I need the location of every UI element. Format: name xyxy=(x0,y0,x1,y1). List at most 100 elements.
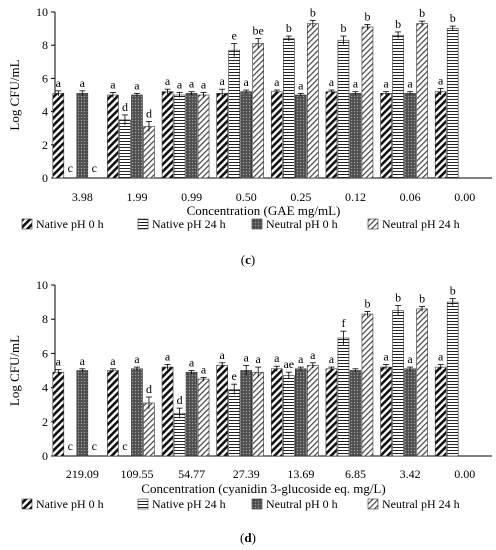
y-axis-label: Log CFU/mL xyxy=(7,59,22,130)
bar xyxy=(337,39,350,179)
y-tick-label: 8 xyxy=(42,312,48,326)
bar xyxy=(434,91,447,179)
bar xyxy=(380,93,392,179)
bar xyxy=(240,370,252,457)
legend-entry: Native pH 0 h xyxy=(36,217,104,231)
bar xyxy=(228,389,240,457)
bar xyxy=(446,301,459,457)
bar xyxy=(307,365,319,457)
bar xyxy=(228,49,240,179)
bar xyxy=(119,119,131,179)
x-tick-label: 0.00 xyxy=(454,467,475,481)
bar xyxy=(185,93,198,179)
bar xyxy=(361,313,374,457)
x-tick-label: 219.09 xyxy=(66,467,99,481)
bar xyxy=(325,368,338,457)
significance-letter: c xyxy=(92,439,97,453)
significance-letter: d xyxy=(146,107,152,121)
significance-letter: c xyxy=(68,161,73,175)
panel-label: (c) xyxy=(241,252,255,267)
significance-letter: b xyxy=(395,291,401,305)
significance-letter: a xyxy=(110,354,116,368)
significance-letter: a xyxy=(134,352,140,366)
x-axis-label: Concentration (cyanidin 3-glucoside eq. … xyxy=(141,481,385,496)
chart-panel-c: 0 2 4 6 8 10 Log CFU/mL 3.98 1.99 0.99 0.50 0.25 0.1… xyxy=(7,5,492,267)
x-tick-label: 1.99 xyxy=(126,190,147,204)
y-tick-label: 10 xyxy=(36,5,48,19)
significance-letter: a xyxy=(134,78,140,92)
bar xyxy=(295,94,307,179)
significance-letter: b xyxy=(364,9,370,23)
significance-letter: a xyxy=(56,355,62,369)
significance-letter: a xyxy=(438,350,444,364)
bar xyxy=(76,93,89,179)
significance-letter: a xyxy=(438,73,444,87)
significance-letter: a xyxy=(220,74,226,88)
bar xyxy=(252,371,264,457)
y-tick-label: 4 xyxy=(42,105,48,119)
significance-letter: a xyxy=(329,352,335,366)
significance-letter: a xyxy=(329,75,335,89)
legend-swatch xyxy=(367,218,379,230)
y-tick-label: 4 xyxy=(42,381,48,395)
x-tick-label: 0.00 xyxy=(454,190,475,204)
significance-letter: c xyxy=(68,439,73,453)
bar xyxy=(404,368,416,457)
bar xyxy=(392,310,404,457)
significance-letter: a xyxy=(201,78,207,92)
bar xyxy=(307,23,319,179)
significance-letter: b xyxy=(340,21,346,35)
y-tick-label: 6 xyxy=(42,346,48,360)
bar xyxy=(325,91,338,179)
legend-entry: Native pH 24 h xyxy=(152,497,226,511)
significance-letter: c xyxy=(92,161,97,175)
significance-letter: a xyxy=(220,348,226,362)
bar xyxy=(349,370,362,457)
bar xyxy=(216,93,228,179)
bar xyxy=(216,365,228,457)
significance-letter: a xyxy=(310,348,316,362)
significance-letter: b xyxy=(450,11,456,25)
bar xyxy=(283,375,295,457)
significance-letter: a xyxy=(189,77,195,91)
significance-letter: a xyxy=(110,78,116,92)
significance-letter: a xyxy=(298,352,304,366)
bar xyxy=(107,370,119,457)
y-tick-label: 2 xyxy=(42,138,48,152)
bar xyxy=(131,94,143,179)
x-tick-label: 54.77 xyxy=(178,467,205,481)
bar xyxy=(392,34,404,179)
y-tick-label: 6 xyxy=(42,71,48,85)
significance-letter: d xyxy=(146,382,152,396)
bar xyxy=(161,91,174,179)
y-tick-label: 0 xyxy=(42,449,48,463)
bar xyxy=(337,337,350,457)
legend-swatch xyxy=(251,498,263,510)
significance-letter: a xyxy=(177,78,183,92)
legend-swatch xyxy=(137,498,149,510)
significance-letter: be xyxy=(253,24,264,38)
x-tick-label: 0.50 xyxy=(236,190,257,204)
panel-label: (d) xyxy=(240,530,256,545)
bar xyxy=(107,94,119,179)
y-tick-label: 0 xyxy=(42,171,48,185)
y-axis-label: Log CFU/mL xyxy=(7,335,22,406)
bar xyxy=(404,93,416,179)
significance-letter: a xyxy=(274,75,280,89)
x-tick-label: 0.06 xyxy=(400,190,421,204)
significance-letter: a xyxy=(256,352,262,366)
bar xyxy=(252,43,264,179)
significance-letter: a xyxy=(201,362,207,376)
x-tick-label: 27.39 xyxy=(233,467,260,481)
bar xyxy=(143,126,155,179)
significance-letter: a xyxy=(244,350,250,364)
bar xyxy=(349,93,362,179)
legend-entry: Neutral pH 24 h xyxy=(382,217,460,231)
significance-letter: a xyxy=(383,77,389,91)
significance-letter: a xyxy=(80,76,86,90)
x-tick-label: 0.12 xyxy=(345,190,366,204)
legend-swatch xyxy=(367,498,379,510)
y-tick-label: 10 xyxy=(36,278,48,292)
significance-letter: d xyxy=(122,100,128,114)
y-tick-label: 8 xyxy=(42,38,48,52)
